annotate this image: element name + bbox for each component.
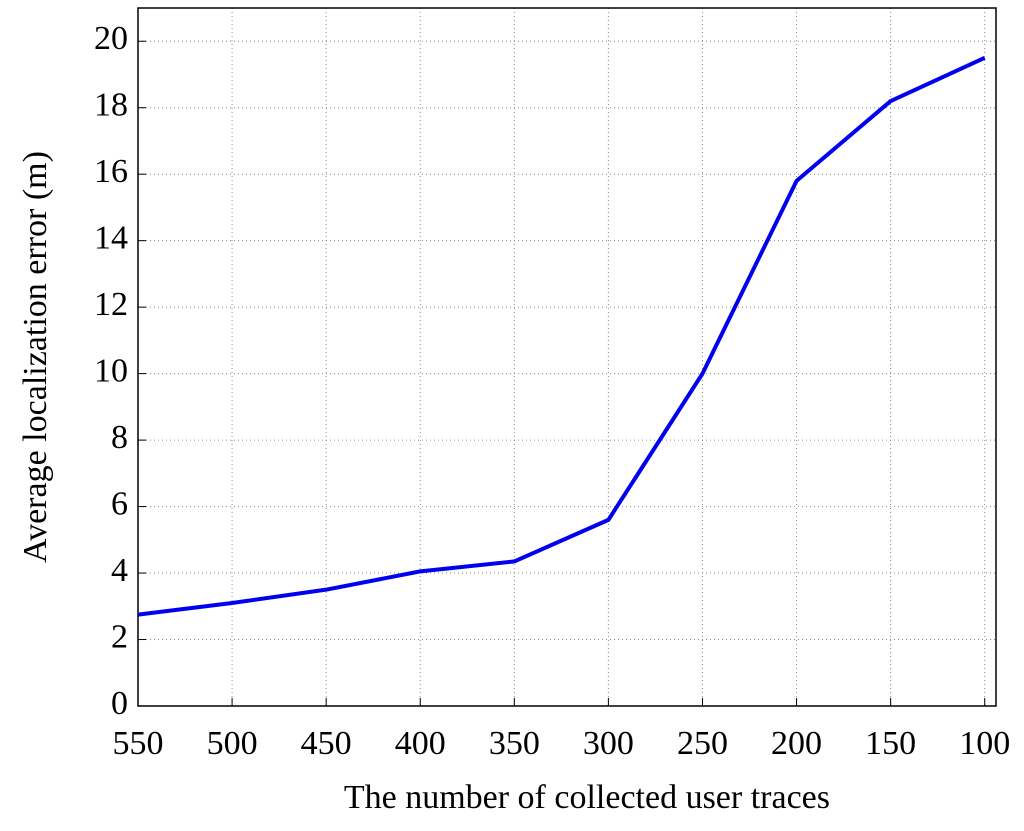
y-tick-label: 10 [94,352,128,389]
x-tick-label: 500 [207,725,258,762]
x-tick-label: 350 [489,725,540,762]
x-tick-label: 450 [301,725,352,762]
y-tick-label: 18 [94,87,128,124]
plot-frame [137,7,997,707]
y-tick-label: 0 [111,685,128,722]
y-tick-label: 2 [111,618,128,655]
y-tick-label: 8 [111,419,128,456]
y-tick-label: 20 [94,20,128,57]
x-tick-label: 150 [865,725,916,762]
y-tick-label: 16 [94,153,128,190]
y-tick-label: 12 [94,286,128,323]
x-tick-label: 550 [113,725,164,762]
x-tick-label: 400 [395,725,446,762]
data-line [137,56,986,617]
y-tick-label: 14 [94,219,128,256]
y-axis-label: Average localization error (m) [17,151,54,563]
y-tick-label: 6 [111,485,128,522]
x-tick-label: 250 [677,725,728,762]
x-axis-label: The number of collected user traces [344,779,830,816]
x-tick-label: 200 [771,725,822,762]
y-tick-label: 4 [111,552,128,589]
x-tick-label: 300 [583,725,634,762]
x-tick-label: 100 [959,725,1010,762]
